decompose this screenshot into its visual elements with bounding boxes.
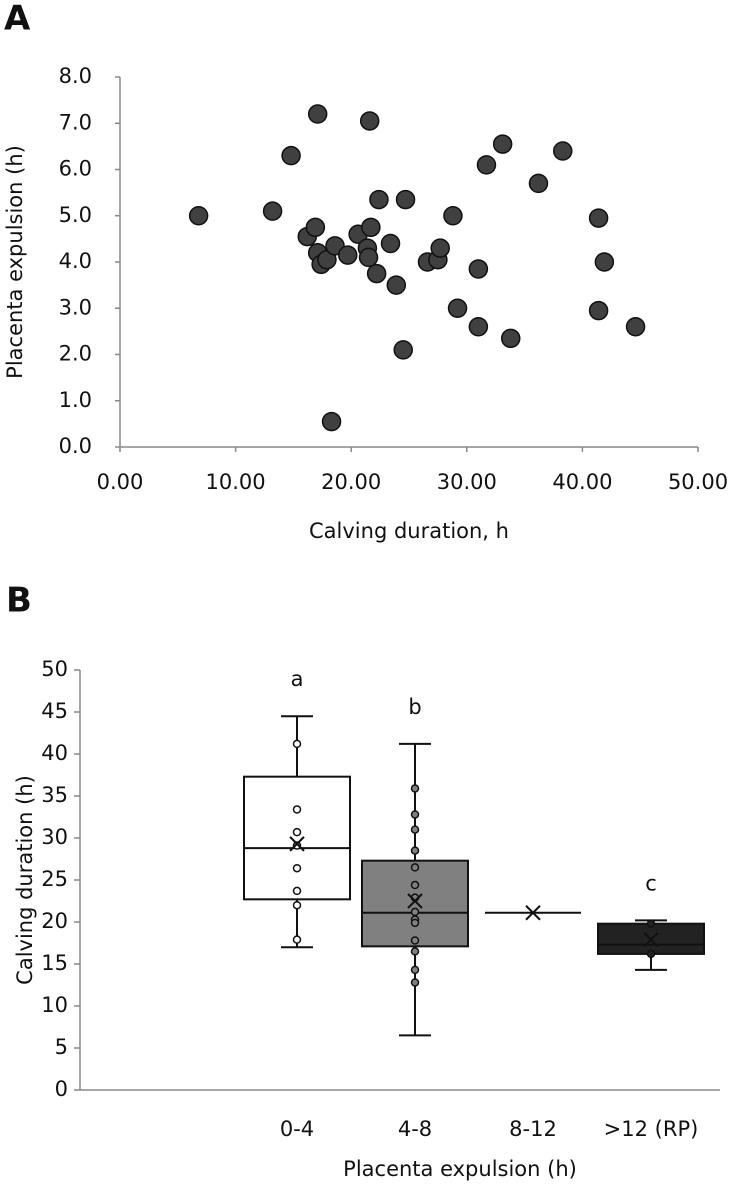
point (359, 111, 380, 131)
point (188, 206, 209, 226)
point (410, 918, 420, 928)
point (410, 784, 420, 793)
point (292, 827, 302, 837)
point (395, 189, 416, 210)
y-tick-label: 35 (41, 783, 68, 807)
point (410, 978, 420, 987)
x-tick-label: 4-8 (398, 1117, 432, 1141)
point (588, 300, 609, 321)
y-tick-label: 10 (41, 993, 68, 1017)
y-tick-label: 7.0 (59, 110, 92, 134)
x-tick-label: 10.00 (206, 470, 266, 494)
x-tick-label: >12 (RP) (604, 1117, 699, 1141)
x-tick-label: 0.00 (97, 470, 144, 494)
x-tick-label: 40.00 (552, 470, 612, 494)
point (305, 217, 326, 238)
mean-marker (407, 893, 423, 909)
y-tick-label: 4.0 (59, 249, 92, 273)
point (410, 825, 420, 834)
x-tick-label: 30.00 (437, 470, 497, 494)
point (492, 134, 513, 154)
point (588, 208, 609, 228)
y-tick-label: 50 (41, 657, 68, 681)
y-tick-label: 45 (41, 699, 68, 723)
point (410, 965, 420, 975)
significance-letter: b (408, 695, 421, 719)
x-axis-label: Placenta expulsion (h) (343, 1157, 577, 1181)
point (625, 317, 646, 337)
x-tick-label: 20.00 (321, 470, 381, 494)
x-tick-label: 8-12 (509, 1117, 557, 1141)
x-tick-label: 0-4 (280, 1117, 314, 1141)
y-tick-label: 5 (55, 1035, 68, 1059)
y-tick-label: 5.0 (59, 203, 92, 227)
point (321, 411, 342, 432)
point (447, 298, 468, 318)
point (262, 201, 283, 221)
y-axis-label: Calving duration (h) (13, 775, 37, 985)
point (500, 328, 521, 349)
y-tick-label: 0.0 (59, 434, 92, 458)
point (380, 233, 401, 254)
x-tick-label: 50.00 (668, 470, 728, 494)
point (361, 217, 381, 238)
point (468, 259, 489, 279)
y-tick-label: 1.0 (59, 388, 92, 412)
mean-marker (289, 836, 305, 852)
point (430, 238, 450, 258)
point (366, 263, 387, 284)
y-tick-label: 25 (41, 867, 68, 891)
panel-label: B (6, 581, 32, 621)
box (361, 859, 469, 948)
y-tick-label: 20 (41, 909, 68, 933)
point (552, 141, 573, 161)
y-tick-label: 15 (41, 951, 68, 975)
point (386, 275, 407, 295)
point (410, 936, 420, 945)
point (369, 189, 389, 210)
significance-letter: a (291, 667, 304, 691)
y-axis-label: Placenta expulsion (h) (3, 145, 27, 379)
point (281, 145, 301, 166)
point (292, 841, 302, 850)
panel-label: A (4, 0, 31, 39)
y-tick-label: 2.0 (59, 342, 92, 366)
x-axis-label: Calving duration, h (309, 519, 509, 543)
y-tick-label: 30 (41, 825, 68, 849)
point (410, 880, 420, 890)
y-tick-label: 0 (55, 1077, 68, 1101)
point (292, 935, 302, 944)
point (292, 805, 302, 814)
point (292, 900, 302, 910)
y-tick-label: 8.0 (59, 64, 92, 88)
point (443, 206, 463, 226)
point (410, 810, 420, 819)
mean-marker (643, 931, 659, 948)
point (528, 173, 549, 194)
box (243, 775, 351, 901)
point (594, 252, 615, 272)
y-tick-label: 40 (41, 741, 68, 765)
point (646, 949, 656, 959)
y-tick-label: 6.0 (59, 157, 92, 181)
point (410, 947, 420, 956)
point (292, 863, 302, 873)
point (646, 919, 656, 928)
point (410, 846, 420, 855)
point (410, 863, 420, 872)
point (410, 907, 420, 917)
point (337, 245, 358, 265)
y-tick-label: 3.0 (59, 295, 92, 319)
point (292, 886, 302, 896)
point (307, 104, 328, 124)
point (393, 340, 413, 360)
significance-letter: c (645, 871, 657, 895)
point (468, 317, 489, 337)
point (476, 155, 497, 175)
point (292, 739, 302, 749)
point (358, 247, 379, 268)
mean-marker (525, 905, 541, 921)
